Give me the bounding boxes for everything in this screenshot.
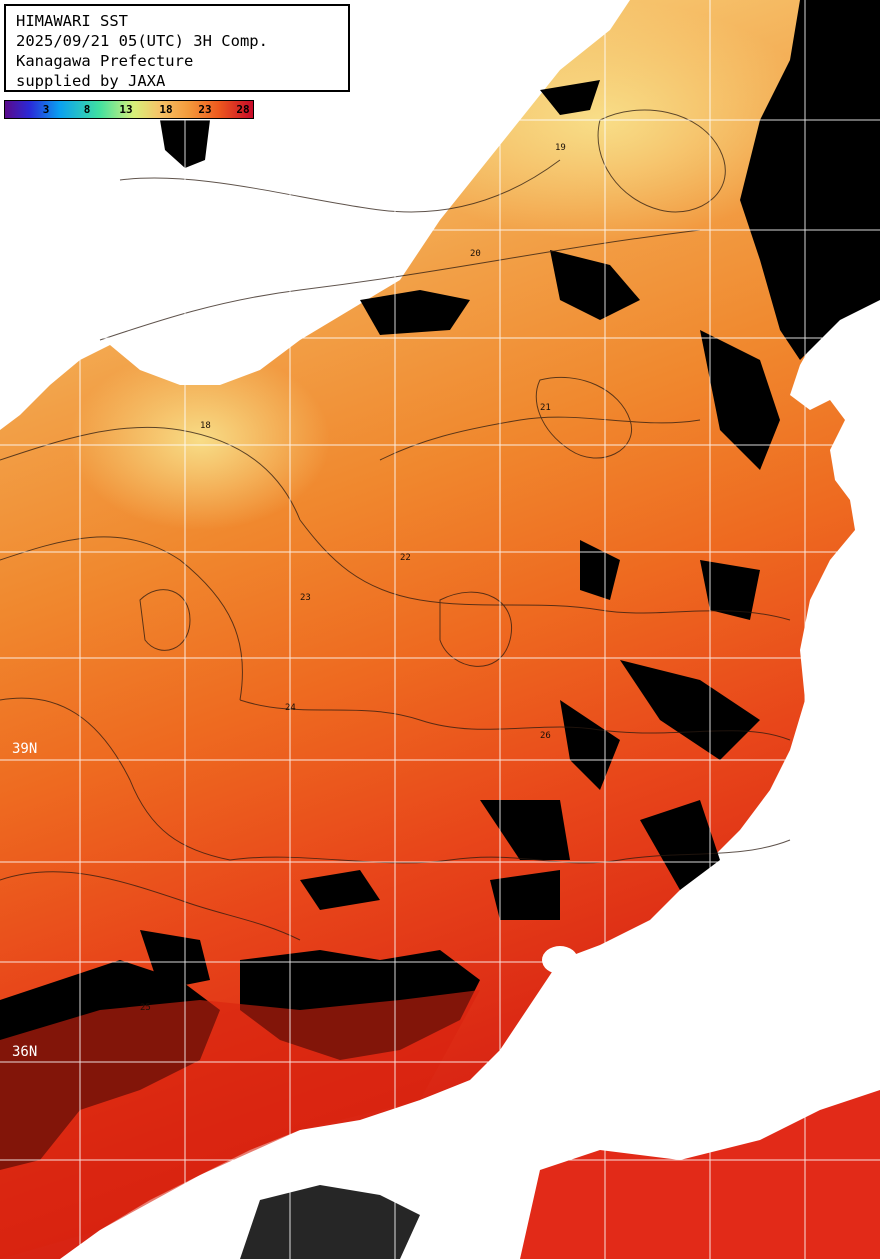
scale-tick: 28: [236, 103, 250, 116]
contour-label: 19: [555, 143, 566, 153]
latitude-label-39n: 39N: [12, 741, 38, 757]
contour-label: 23: [300, 593, 311, 603]
data-credit: supplied by JAXA: [16, 72, 166, 90]
scale-tick: 18: [159, 103, 173, 116]
scale-tick: 3: [42, 103, 50, 116]
scale-tick: 13: [119, 103, 133, 116]
land-lower-coast: [520, 1090, 880, 1259]
map-info-box: HIMAWARI SST 2025/09/21 05(UTC) 3H Comp.…: [4, 4, 350, 92]
land-lower-coast-dark: [240, 1185, 420, 1259]
contour-label: 21: [540, 403, 551, 413]
land-japan: [60, 290, 880, 1259]
contour-label: 25: [140, 1003, 151, 1013]
contour-label: 20: [470, 249, 481, 259]
contour-lines: [0, 109, 791, 941]
warm-band: [0, 990, 480, 1259]
scale-tick: 8: [83, 103, 91, 116]
scale-tick: 23: [198, 103, 212, 116]
contour-label: 22: [400, 553, 411, 563]
contour-label: 18: [200, 421, 211, 431]
region-name: Kanagawa Prefecture: [16, 52, 194, 70]
cool-water-patch: [70, 350, 330, 530]
product-title: HIMAWARI SST: [16, 12, 128, 30]
contour-label: 26: [540, 731, 551, 741]
observation-time: 2025/09/21 05(UTC) 3H Comp.: [16, 32, 268, 50]
island: [542, 946, 578, 974]
temperature-color-scale: 3 8 13 18 23 28: [4, 100, 254, 119]
latitude-label-36n: 36N: [12, 1044, 38, 1060]
contour-label: 24: [285, 703, 296, 713]
